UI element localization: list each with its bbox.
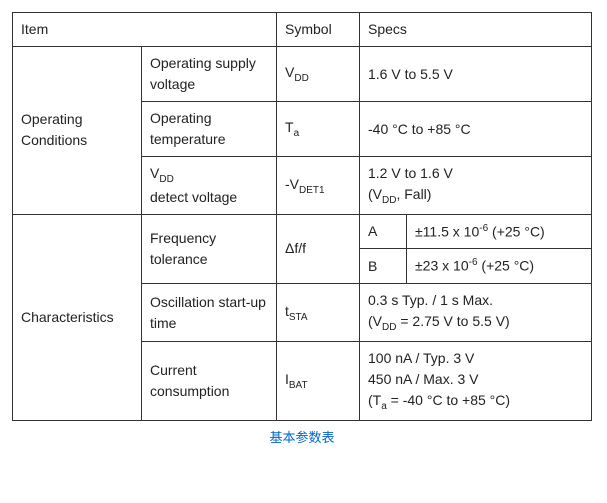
specs-table: Item Symbol Specs Operating Conditions O… — [12, 12, 592, 421]
header-specs: Specs — [360, 13, 592, 47]
header-item: Item — [13, 13, 277, 47]
row-current-spec: 100 nA / Typ. 3 V450 nA / Max. 3 V(Ta = … — [360, 341, 592, 420]
row-startup-time-spec: 0.3 s Typ. / 1 s Max.(VDD = 2.75 V to 5.… — [360, 284, 592, 342]
row-detect-voltage-spec: 1.2 V to 1.6 V(VDD, Fall) — [360, 157, 592, 215]
row-detect-voltage-symbol: -VDET1 — [277, 157, 360, 215]
row-supply-voltage-item: Operating supply voltage — [142, 47, 277, 102]
row-freq-tolerance-b-label: B — [360, 249, 407, 284]
row-current-symbol: IBAT — [277, 341, 360, 420]
row-startup-time-item: Oscillation start-up time — [142, 284, 277, 342]
row-startup-time-symbol: tSTA — [277, 284, 360, 342]
row-freq-tolerance-symbol: Δf/f — [277, 214, 360, 283]
table-caption: 基本参数表 — [12, 427, 592, 446]
table-row: Operating Conditions Operating supply vo… — [13, 47, 592, 102]
row-supply-voltage-symbol: VDD — [277, 47, 360, 102]
row-freq-tolerance-b-spec: ±23 x 10-6 (+25 °C) — [407, 249, 592, 284]
table-row: Characteristics Frequency tolerance Δf/f… — [13, 214, 592, 249]
group-characteristics-label: Characteristics — [13, 214, 142, 420]
group-operating-label: Operating Conditions — [13, 47, 142, 215]
header-symbol: Symbol — [277, 13, 360, 47]
row-temperature-item: Operating temperature — [142, 102, 277, 157]
row-freq-tolerance-a-spec: ±11.5 x 10-6 (+25 °C) — [407, 214, 592, 249]
row-current-item: Current consumption — [142, 341, 277, 420]
row-temperature-symbol: Ta — [277, 102, 360, 157]
row-temperature-spec: -40 °C to +85 °C — [360, 102, 592, 157]
row-detect-voltage-item: VDDdetect voltage — [142, 157, 277, 215]
row-freq-tolerance-item: Frequency tolerance — [142, 214, 277, 283]
row-supply-voltage-spec: 1.6 V to 5.5 V — [360, 47, 592, 102]
row-freq-tolerance-a-label: A — [360, 214, 407, 249]
